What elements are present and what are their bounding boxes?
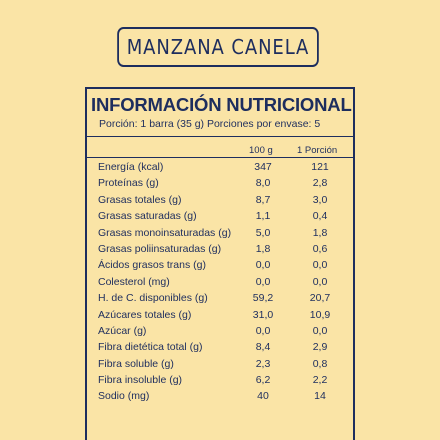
nutrient-row: H. de C. disponibles (g) 59,2 20,7 xyxy=(87,292,353,308)
value-100g: 347 xyxy=(254,161,272,173)
panel-heading: INFORMACIÓN NUTRICIONAL xyxy=(91,94,352,115)
value-portion: 0,4 xyxy=(312,210,328,223)
nutrient-row: Fibra insoluble (g) 6,2 2,2 xyxy=(87,374,353,390)
nutrient-label: Azúcar (g) xyxy=(98,324,147,337)
value-portion: 2,2 xyxy=(312,374,328,387)
value-portion: 0,8 xyxy=(312,357,328,370)
nutrient-row: Energía (kcal) 347 121 xyxy=(87,161,353,177)
value-portion: 1,8 xyxy=(312,226,328,239)
nutrient-row: Azúcares totales (g) 31,0 10,9 xyxy=(87,309,353,325)
nutrient-label: Proteínas (g) xyxy=(98,177,159,190)
value-100g: 8,7 xyxy=(255,193,271,206)
value-100g: 1,1 xyxy=(255,210,271,223)
nutrient-label: Fibra dietética total (g) xyxy=(98,341,203,354)
divider xyxy=(87,157,353,158)
value-100g: 2,3 xyxy=(255,357,271,370)
nutrient-label: Grasas poliinsaturadas (g) xyxy=(98,242,222,255)
nutrient-label: Grasas saturadas (g) xyxy=(98,210,197,223)
nutrient-label: Grasas totales (g) xyxy=(98,193,182,206)
nutrient-row: Grasas saturadas (g) 1,1 0,4 xyxy=(87,210,353,226)
column-header-100g: 100 g xyxy=(249,145,273,156)
nutrient-row: Colesterol (mg) 0,0 0,0 xyxy=(87,276,353,292)
nutrient-label: H. de C. disponibles (g) xyxy=(98,292,208,305)
nutrient-label: Ácidos grasos trans (g) xyxy=(98,259,206,272)
value-portion: 3,0 xyxy=(312,193,328,206)
divider xyxy=(87,136,353,137)
value-portion: 10,9 xyxy=(309,308,331,321)
nutrient-row: Ácidos grasos trans (g) 0,0 0,0 xyxy=(87,259,353,275)
value-100g: 59,2 xyxy=(252,292,274,305)
nutrient-row: Fibra soluble (g) 2,3 0,8 xyxy=(87,358,353,374)
nutrient-row: Grasas monoinsaturadas (g) 5,0 1,8 xyxy=(87,227,353,243)
value-100g: 0,0 xyxy=(255,275,271,288)
product-name: MANZANA CANELA xyxy=(117,27,319,67)
nutrient-row: Grasas poliinsaturadas (g) 1,8 0,6 xyxy=(87,243,353,259)
value-portion: 0,6 xyxy=(312,242,328,255)
value-portion: 2,9 xyxy=(312,341,328,354)
value-100g: 8,0 xyxy=(255,177,271,190)
value-100g: 31,0 xyxy=(252,308,274,321)
serving-info: Porción: 1 barra (35 g) Porciones por en… xyxy=(99,118,321,130)
nutrient-label: Sodio (mg) xyxy=(98,390,150,403)
value-portion: 14 xyxy=(314,390,326,403)
nutrient-label: Azúcares totales (g) xyxy=(98,308,192,321)
nutrient-row: Fibra dietética total (g) 8,4 2,9 xyxy=(87,341,353,357)
value-100g: 5,0 xyxy=(255,226,271,239)
value-portion: 20,7 xyxy=(309,292,331,305)
value-portion: 2,8 xyxy=(312,177,328,190)
nutrient-label: Fibra insoluble (g) xyxy=(98,374,183,387)
nutrient-label: Colesterol (mg) xyxy=(98,275,170,288)
nutrient-row: Azúcar (g) 0,0 0,0 xyxy=(87,325,353,341)
nutrient-row: Grasas totales (g) 8,7 3,0 xyxy=(87,194,353,210)
value-portion: 0,0 xyxy=(312,324,328,337)
nutrient-label: Grasas monoinsaturadas (g) xyxy=(98,226,232,239)
value-100g: 6,2 xyxy=(255,374,271,387)
value-portion: 121 xyxy=(311,161,329,173)
value-100g: 1,8 xyxy=(255,242,271,255)
nutrient-label: Energía (kcal) xyxy=(98,161,164,173)
nutrient-rows: Energía (kcal) 347 121 Proteínas (g) 8,0 2,8 G… xyxy=(87,161,353,407)
nutrient-label: Fibra soluble (g) xyxy=(98,357,174,370)
value-100g: 0,0 xyxy=(255,259,271,272)
value-portion: 0,0 xyxy=(312,275,328,288)
nutrition-facts-panel: INFORMACIÓN NUTRICIONAL Porción: 1 barra… xyxy=(85,87,355,440)
column-header-portion: 1 Porción xyxy=(297,145,338,156)
nutrient-row: Sodio (mg) 40 14 xyxy=(87,390,353,406)
nutrient-row: Proteínas (g) 8,0 2,8 xyxy=(87,177,353,193)
value-100g: 40 xyxy=(257,390,269,403)
value-portion: 0,0 xyxy=(312,259,328,272)
value-100g: 8,4 xyxy=(255,341,271,354)
value-100g: 0,0 xyxy=(255,324,271,337)
